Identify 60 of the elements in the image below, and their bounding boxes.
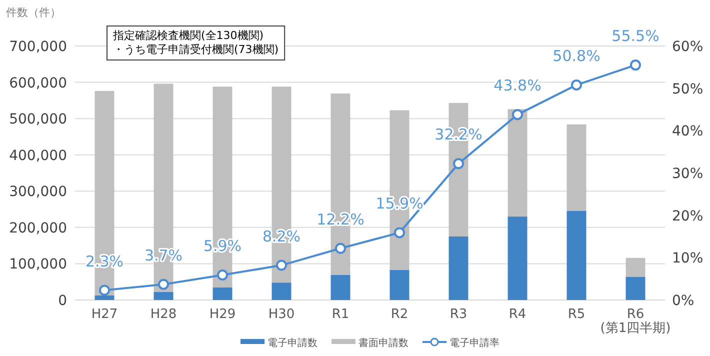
y-axis-title: 件数（件）	[6, 6, 61, 19]
x-tick-label: R1	[332, 307, 350, 322]
x-tick-label: R5	[568, 307, 586, 322]
x-tick-label: H29	[209, 307, 236, 322]
point	[453, 158, 464, 170]
point	[276, 260, 287, 271]
x-tick-label: R2	[390, 307, 408, 322]
point	[99, 284, 110, 296]
data-label: 2.3%	[85, 252, 124, 270]
data-label: 12.2%	[316, 210, 364, 228]
x-tick-label: R3	[450, 307, 468, 322]
x-tick-label: R6 (第1四半期)	[600, 307, 671, 336]
legend-label: 電子申請率	[450, 337, 500, 349]
data-label: 43.8%	[494, 76, 542, 95]
y-tick-label: 0	[58, 293, 67, 309]
point	[630, 60, 641, 71]
y-tick-label: 500,000	[9, 112, 67, 128]
y2-tick-label: 50%	[672, 81, 704, 98]
bar	[508, 109, 528, 217]
bar	[272, 282, 292, 300]
y-tick-label: 300,000	[9, 184, 67, 200]
bar	[508, 216, 528, 300]
y2-tick-label: 30%	[672, 166, 704, 182]
y2-tick-label: 0%	[672, 293, 694, 309]
legend-label: 電子申請数	[268, 337, 318, 349]
bar	[626, 276, 646, 300]
y-tick-label: 700,000	[9, 39, 67, 55]
y-tick-label: 400,000	[9, 148, 67, 164]
x-tick-label: H27	[91, 307, 118, 322]
data-label: 55.5%	[612, 27, 660, 46]
x-tick-label: R4	[508, 307, 526, 322]
annotation: ・うち電子申請受付機関(73機関)	[113, 43, 279, 56]
point	[512, 109, 523, 120]
x-tick-label: H28	[150, 307, 177, 322]
y-tick-label: 200,000	[9, 220, 67, 236]
bar	[330, 274, 350, 300]
bar	[626, 258, 646, 277]
point	[335, 242, 346, 254]
data-label: 32.2%	[434, 126, 482, 144]
data-label: 50.8%	[552, 46, 600, 65]
y2-tick-label: 10%	[672, 250, 704, 267]
y2-tick-label: 60%	[672, 39, 704, 55]
point	[158, 278, 169, 290]
bar	[566, 210, 586, 300]
legend-label: 書面申請数	[358, 337, 408, 349]
bar	[566, 124, 586, 211]
bar	[390, 270, 410, 300]
y2-tick-label: 20%	[672, 208, 704, 224]
x-tick-label: H30	[268, 307, 295, 322]
bar	[212, 287, 232, 300]
bar	[448, 236, 468, 300]
bar	[154, 292, 174, 300]
y-tick-label: 600,000	[9, 75, 67, 92]
point	[217, 270, 228, 281]
y2-tick-label: 40%	[672, 124, 704, 140]
text: 指定確認検査機関(全130機関)	[112, 29, 264, 42]
point	[571, 79, 582, 90]
point	[394, 227, 405, 238]
data-label: 15.9%	[376, 194, 424, 213]
y-tick-label: 100,000	[9, 256, 67, 273]
